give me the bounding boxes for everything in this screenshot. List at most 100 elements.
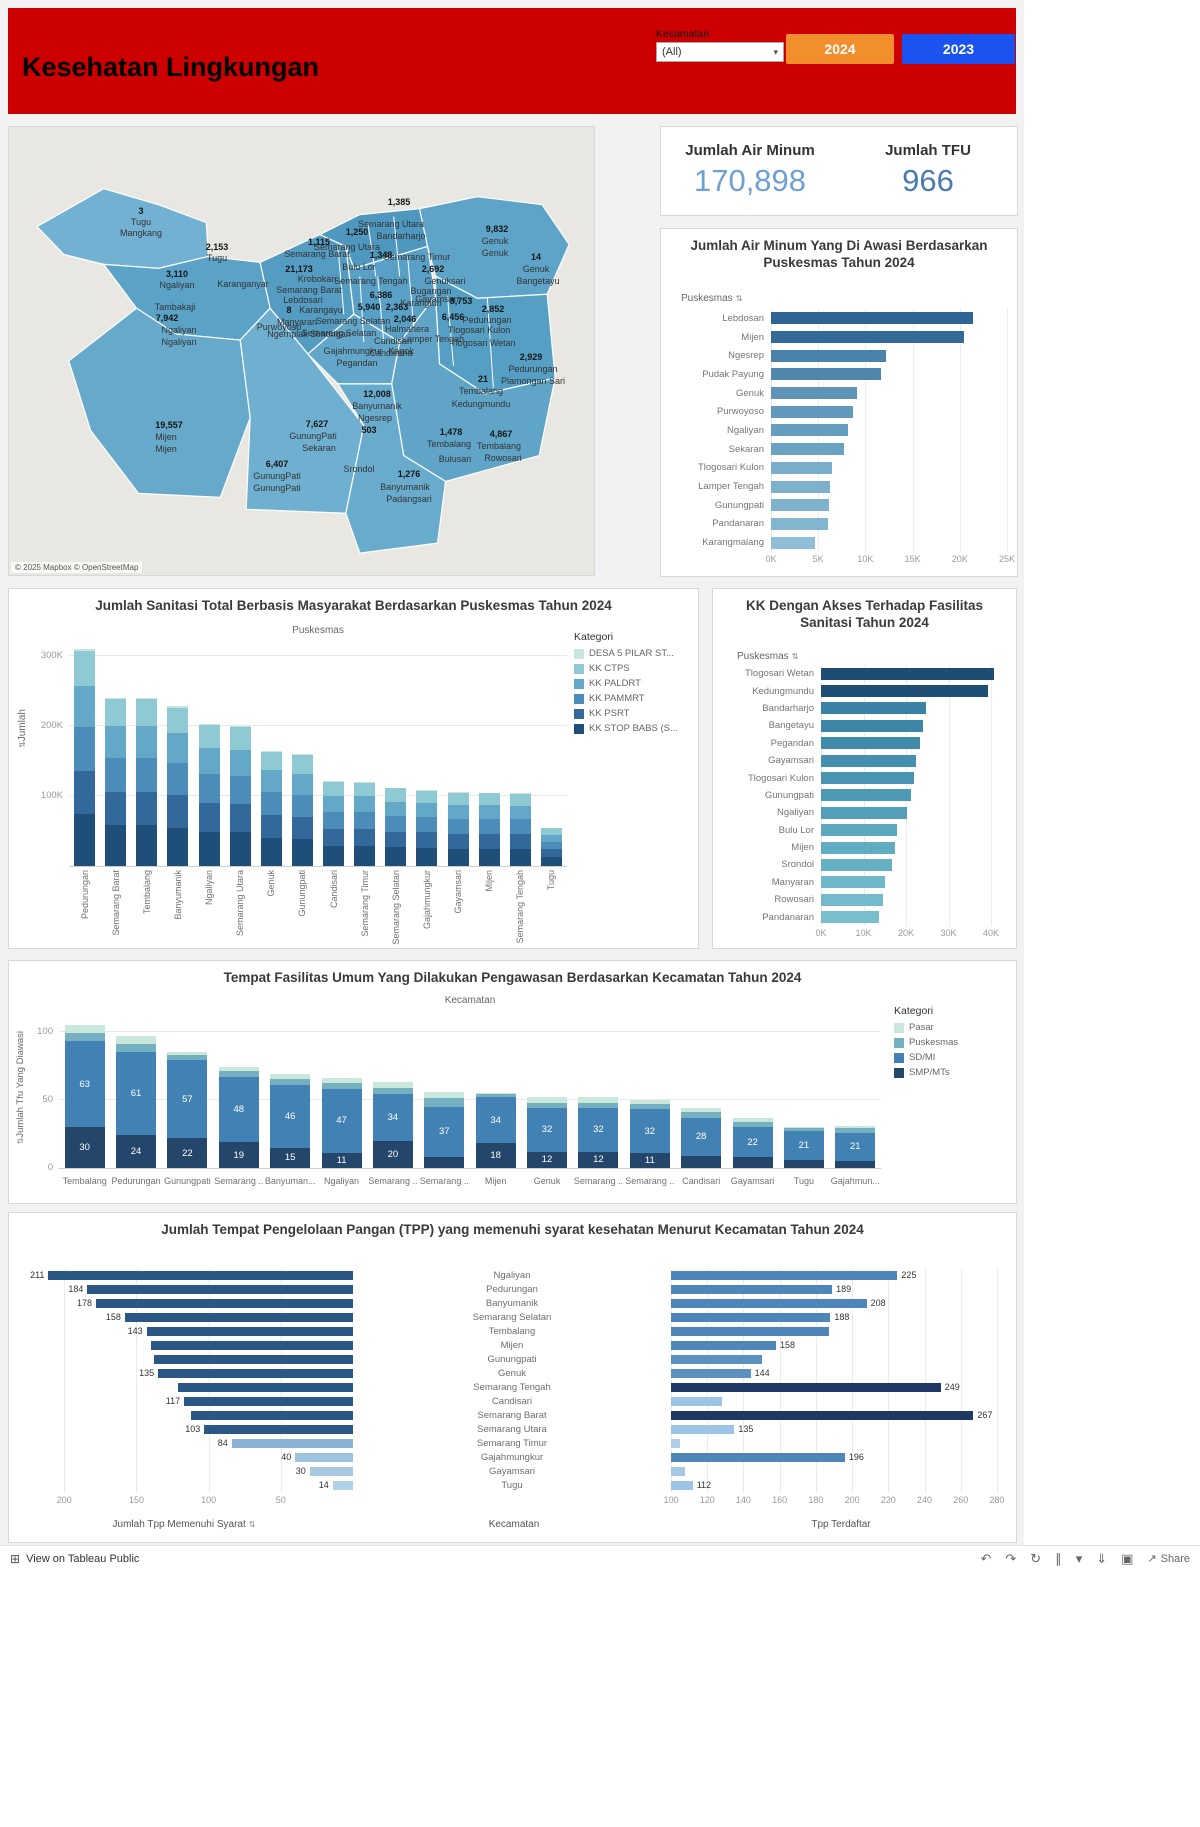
bar-segment[interactable] [509,805,531,820]
bar-segment[interactable] [198,831,220,866]
stacked-bar[interactable]: 37 [424,1091,465,1168]
bar[interactable] [153,1355,353,1364]
stacked-bar[interactable]: 30 63 [64,1024,105,1168]
bar[interactable] [771,331,964,344]
bar[interactable] [204,1425,353,1434]
bar[interactable] [771,443,844,456]
bar-segment[interactable] [116,1035,157,1044]
bar-segment[interactable] [509,793,531,806]
bar[interactable] [295,1453,353,1462]
bar-segment[interactable] [835,1125,876,1129]
bar-segment[interactable] [478,819,500,834]
stacked-bar[interactable]: 11 32 [629,1099,670,1168]
bar-segment[interactable] [416,803,438,818]
choropleth-map[interactable] [9,127,594,575]
bar-segment[interactable] [783,1128,824,1132]
stacked-bar[interactable] [198,723,220,866]
bar-segment[interactable] [323,796,345,813]
stacked-bar[interactable]: 12 32 [527,1097,568,1168]
stacked-bar[interactable]: 21 [835,1125,876,1168]
legend-item[interactable]: SD/MI [894,1052,1004,1063]
bar-segment[interactable]: 11 [321,1153,362,1168]
bar[interactable] [158,1369,353,1378]
bar-segment[interactable] [105,758,127,792]
bar-segment[interactable]: 28 [681,1117,722,1156]
bar-segment[interactable] [354,782,376,783]
bar[interactable] [821,911,880,924]
stacked-bar[interactable]: 22 [732,1117,773,1168]
legend-item[interactable]: KK PAMMRT [574,693,688,704]
stacked-bar[interactable]: 24 61 [116,1035,157,1168]
legend-item[interactable]: SMP/MTs [894,1067,1004,1078]
bar-segment[interactable] [540,856,562,866]
bar-segment[interactable] [478,833,500,849]
bar[interactable] [821,737,920,750]
bar-segment[interactable] [105,825,127,866]
left-axis-title[interactable]: Jumlah Tpp Memenuhi Syarat ⇅ [64,1519,304,1530]
bar-segment[interactable] [354,812,376,829]
bar-segment[interactable] [167,733,189,764]
bar-segment[interactable]: 34 [475,1097,516,1144]
bar-segment[interactable] [291,794,313,818]
redo-icon[interactable]: ↷ [1005,1550,1017,1566]
stacked-bar[interactable]: 11 47 [321,1078,362,1168]
bar-segment[interactable] [198,725,220,748]
bar-segment[interactable] [416,790,438,792]
bar-segment[interactable] [475,1094,516,1098]
bar-segment[interactable] [74,651,96,687]
bar[interactable] [671,1481,693,1490]
bar-segment[interactable] [323,845,345,866]
bar-segment[interactable] [478,848,500,866]
bar-segment[interactable] [540,828,562,835]
kecamatan-field-label[interactable]: Kecamatan [394,1519,634,1530]
bar-segment[interactable] [509,819,531,834]
bar-segment[interactable] [74,727,96,771]
fullscreen-icon[interactable]: ▣ [1121,1550,1134,1566]
bar-segment[interactable] [321,1078,362,1084]
bar[interactable] [671,1327,829,1336]
bar-segment[interactable] [385,788,407,802]
bar-segment[interactable] [447,792,469,806]
legend-item[interactable]: KK CTPS [574,663,688,674]
bar-segment[interactable] [260,750,282,752]
bar[interactable] [671,1271,898,1280]
bar-segment[interactable] [416,847,438,866]
bar[interactable] [146,1327,353,1336]
puskesmas-field-label[interactable]: Puskesmas ⇅ [737,651,798,662]
bar-segment[interactable] [385,801,407,817]
bar-segment[interactable]: 22 [167,1138,208,1168]
bar-segment[interactable] [447,791,469,793]
bar-segment[interactable] [105,699,127,727]
stacked-bar[interactable]: 22 57 [167,1052,208,1168]
legend-item[interactable]: KK PSRT [574,708,688,719]
bar-segment[interactable]: 61 [116,1052,157,1136]
bar-segment[interactable] [385,831,407,848]
stacked-bar[interactable] [167,706,189,866]
bar-segment[interactable] [167,707,189,734]
bar-segment[interactable] [167,795,189,828]
bar-segment[interactable] [424,1091,465,1099]
stacked-bar[interactable] [354,782,376,866]
bar-segment[interactable]: 20 [372,1140,413,1168]
stacked-bar[interactable] [478,792,500,866]
bar[interactable] [178,1383,353,1392]
bar-segment[interactable] [291,839,313,866]
bar-segment[interactable] [478,793,500,806]
stacked-bar[interactable] [260,750,282,866]
bar[interactable] [191,1411,353,1420]
bar-segment[interactable] [354,845,376,866]
bar-segment[interactable] [270,1073,311,1080]
bar-segment[interactable]: 24 [116,1135,157,1168]
bar-segment[interactable] [835,1128,876,1133]
bar-segment[interactable] [74,814,96,866]
bar-segment[interactable]: 21 [835,1132,876,1162]
bar-segment[interactable] [323,828,345,846]
bar[interactable] [821,806,908,819]
bar[interactable] [671,1299,867,1308]
stacked-bar[interactable] [136,698,158,866]
bar-segment[interactable] [105,726,127,759]
bar-segment[interactable]: 15 [270,1147,311,1168]
bar[interactable] [671,1285,833,1294]
legend-item[interactable]: KK STOP BABS (S... [574,723,688,734]
bar-segment[interactable] [447,819,469,834]
